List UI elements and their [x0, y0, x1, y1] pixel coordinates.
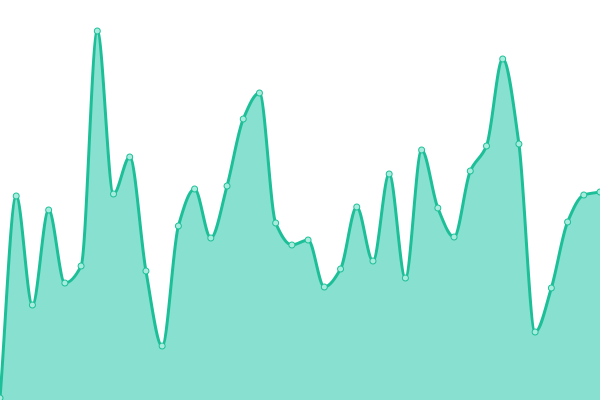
- data-point: [482, 142, 490, 150]
- data-point: [596, 188, 600, 196]
- data-point: [547, 284, 555, 292]
- data-point: [337, 265, 345, 273]
- data-point: [466, 167, 474, 175]
- data-point: [499, 55, 507, 63]
- series-line: [0, 29, 600, 399]
- data-point: [191, 185, 199, 193]
- data-point: [77, 262, 85, 270]
- data-point: [564, 218, 572, 226]
- data-point: [223, 182, 231, 190]
- data-point: [207, 234, 215, 242]
- data-point: [12, 192, 20, 200]
- data-point: [0, 394, 4, 400]
- data-point: [369, 257, 377, 265]
- data-point: [45, 206, 53, 214]
- data-point: [531, 328, 539, 336]
- data-point: [450, 233, 458, 241]
- data-point: [142, 267, 150, 275]
- data-point: [580, 191, 588, 199]
- data-point: [418, 146, 426, 154]
- data-point: [320, 283, 328, 291]
- area-fill: [0, 31, 600, 400]
- data-point: [93, 27, 101, 35]
- data-point: [272, 219, 280, 227]
- data-point: [304, 236, 312, 244]
- data-point: [126, 153, 134, 161]
- data-point: [434, 204, 442, 212]
- data-point: [401, 274, 409, 282]
- data-point: [288, 241, 296, 249]
- data-point: [385, 170, 393, 178]
- data-point: [61, 279, 69, 287]
- data-point: [353, 203, 361, 211]
- data-point: [174, 222, 182, 230]
- data-point: [158, 342, 166, 350]
- data-point: [110, 190, 118, 198]
- data-point: [239, 115, 247, 123]
- data-point: [28, 301, 36, 309]
- data-point: [515, 140, 523, 148]
- data-points: [0, 27, 600, 400]
- data-point: [255, 89, 263, 97]
